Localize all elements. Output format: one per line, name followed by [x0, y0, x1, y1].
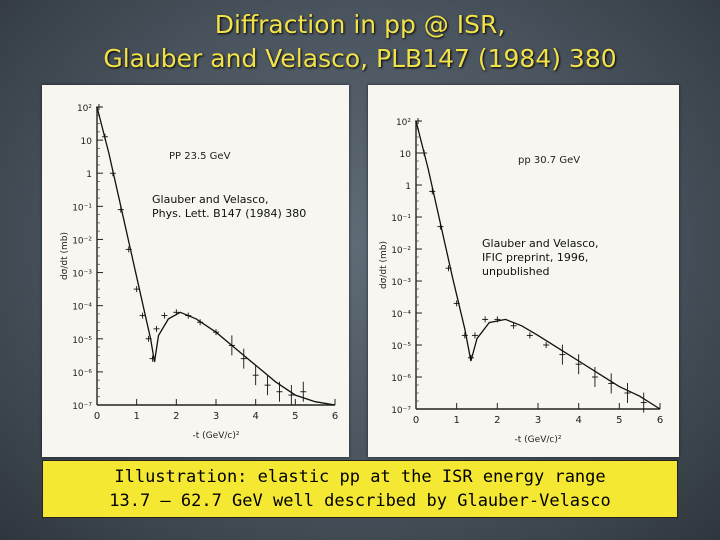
left-y-tick-label: 10⁻³ [72, 270, 92, 280]
right-y-tick-label: 10⁻⁶ [391, 374, 411, 384]
slide-title: Diffraction in pp @ ISR, Glauber and Vel… [0, 8, 720, 76]
slide-title-line-2: Glauber and Velasco, PLB147 (1984) 380 [103, 44, 617, 73]
left-x-tick-label: 6 [332, 411, 338, 422]
left-x-tick-label: 4 [252, 411, 258, 422]
left-y-tick-label: 1 [86, 170, 92, 180]
left-x-tick-label: 1 [133, 411, 139, 422]
left-y-tick-label: 10⁻¹ [72, 203, 92, 213]
right-x-tick-label: 0 [413, 415, 419, 426]
left-x-tick-label: 2 [173, 411, 179, 422]
left-y-tick-label: 10² [77, 104, 92, 114]
right-x-tick-label: 3 [535, 415, 541, 426]
left-y-tick-label: 10⁻⁴ [72, 303, 92, 313]
right-x-tick-label: 1 [453, 415, 459, 426]
note-right-line-3: unpublished [482, 265, 550, 278]
right-x-tick-label: 6 [657, 415, 663, 426]
right-y-tick-label: 10² [396, 118, 411, 128]
note-left: Glauber and Velasco, Phys. Lett. B147 (1… [152, 193, 306, 221]
right-y-tick-label: 10⁻³ [391, 278, 411, 288]
left-theory-curve [96, 106, 336, 406]
left-x-axis-label: -t (GeV/c)² [193, 431, 240, 441]
left-y-tick-label: 10⁻⁷ [72, 402, 92, 412]
slide-title-line-1: Diffraction in pp @ ISR, [214, 10, 506, 39]
left-y-tick-label: 10⁻² [72, 236, 92, 246]
caption-line-1: Illustration: elastic pp at the ISR ener… [114, 467, 606, 487]
left-y-tick-label: 10 [81, 137, 93, 147]
right-chart-group: 10² 10 1 10⁻¹ 10⁻² 10⁻³ 10⁻⁴ 10⁻⁵ 10⁻⁶ 10⁻⁷0 1 2 3 4 5… [379, 118, 663, 445]
left-x-tick-label: 5 [292, 411, 298, 422]
left-x-tick-label: 3 [213, 411, 219, 422]
right-x-tick-label: 5 [616, 415, 622, 426]
right-x-tick-label: 2 [494, 415, 500, 426]
right-y-tick-label: 10⁻⁷ [391, 406, 411, 416]
right-y-tick-label: 10⁻² [391, 246, 411, 256]
plot-right-svg: 10² 10 1 10⁻¹ 10⁻² 10⁻³ 10⁻⁴ 10⁻⁵ 10⁻⁶ 10⁻⁷0 1 2 3 4 5… [379, 118, 663, 445]
right-y-tick-label: 10⁻⁴ [391, 310, 411, 320]
caption-box: Illustration: elastic pp at the ISR ener… [42, 460, 678, 518]
note-left-line-1: Glauber and Velasco, [152, 193, 269, 206]
figure-panel-left: 10² 10 1 10⁻¹ 10⁻² 10⁻³ 10⁻⁴ 10⁻⁵ 10⁻⁶ 10⁻⁷ 0 1 2 3 4 5… [42, 85, 349, 457]
left-chart-group: 10² 10 1 10⁻¹ 10⁻² 10⁻³ 10⁻⁴ 10⁻⁵ 10⁻⁶ 10⁻⁷0 1 2 3 4 5… [60, 104, 338, 441]
note-left-line-2: Phys. Lett. B147 (1984) 380 [152, 207, 307, 220]
figure-panel-right: 10² 10 1 10⁻¹ 10⁻² 10⁻³ 10⁻⁴ 10⁻⁵ 10⁻⁶ 10⁻⁷ 0 1 2 3 4 5… [368, 85, 679, 457]
right-y-tick-label: 10⁻⁵ [391, 342, 411, 352]
right-y-tick-label: 1 [405, 182, 411, 192]
right-x-tick-label: 4 [575, 415, 581, 426]
left-y-tick-label: 10⁻⁵ [72, 336, 92, 346]
right-y-tick-label: 10 [400, 150, 412, 160]
note-right-line-2: IFIC preprint, 1996, [482, 251, 589, 264]
note-right-line-1: Glauber and Velasco, [482, 237, 599, 250]
plot-left-svg: 10² 10 1 10⁻¹ 10⁻² 10⁻³ 10⁻⁴ 10⁻⁵ 10⁻⁶ 10⁻⁷0 1 2 3 4 5… [60, 104, 338, 441]
right-x-axis-label: -t (GeV/c)² [515, 435, 562, 445]
right-y-axis-label: dσ/dt (mb) [379, 241, 389, 289]
right-energy-label: pp 30.7 GeV [518, 155, 580, 166]
note-right: Glauber and Velasco, IFIC preprint, 1996… [482, 237, 599, 279]
left-energy-label: PP 23.5 GeV [169, 151, 231, 162]
left-x-tick-label: 0 [94, 411, 100, 422]
caption-line-2: 13.7 – 62.7 GeV well described by Glaube… [109, 491, 611, 511]
right-y-tick-label: 10⁻¹ [391, 214, 411, 224]
left-y-tick-label: 10⁻⁶ [72, 369, 92, 379]
left-y-axis-label: dσ/dt (mb) [60, 232, 70, 280]
right-theory-curve [415, 120, 661, 410]
